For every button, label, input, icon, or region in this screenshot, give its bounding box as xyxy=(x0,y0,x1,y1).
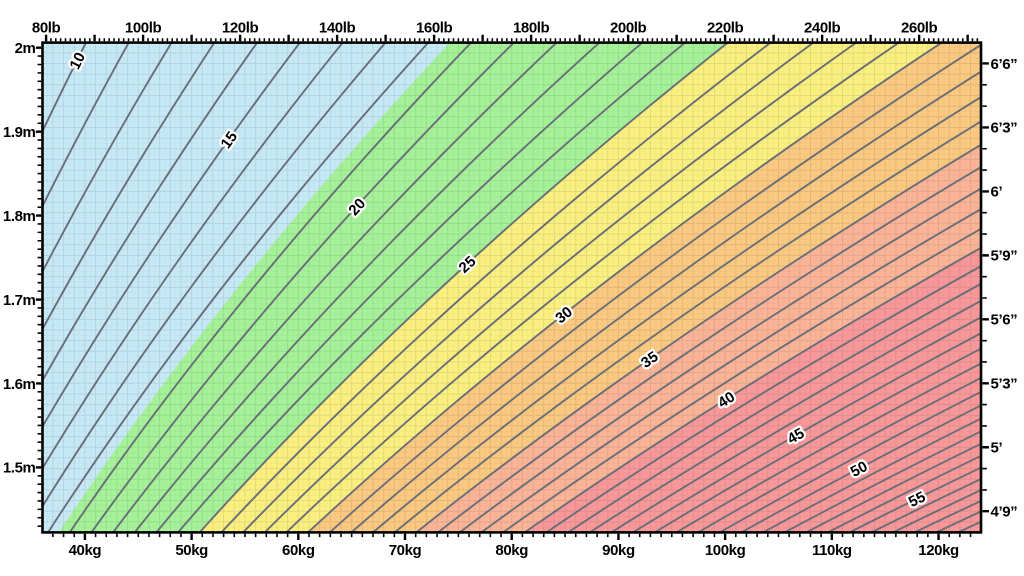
svg-text:55: 55 xyxy=(906,488,928,511)
svg-text:15: 15 xyxy=(218,129,242,152)
svg-text:5’3”: 5’3” xyxy=(991,376,1018,393)
svg-text:45: 45 xyxy=(784,425,807,448)
svg-text:80kg: 80kg xyxy=(495,542,528,559)
svg-text:4’9”: 4’9” xyxy=(991,504,1018,521)
svg-text:10: 10 xyxy=(66,50,89,73)
svg-text:1.5m: 1.5m xyxy=(3,460,36,477)
svg-text:1.6m: 1.6m xyxy=(3,376,36,393)
svg-text:160lb: 160lb xyxy=(416,20,453,37)
svg-text:50: 50 xyxy=(848,458,871,481)
svg-text:5’9”: 5’9” xyxy=(991,248,1018,265)
svg-text:50kg: 50kg xyxy=(175,542,208,559)
svg-text:100lb: 100lb xyxy=(125,20,162,37)
svg-text:5’: 5’ xyxy=(991,440,1003,457)
svg-text:6’: 6’ xyxy=(991,184,1003,201)
svg-text:200lb: 200lb xyxy=(610,20,647,37)
svg-text:30: 30 xyxy=(552,303,576,327)
svg-text:100kg: 100kg xyxy=(705,542,746,559)
svg-text:2m: 2m xyxy=(15,40,36,57)
svg-text:240lb: 240lb xyxy=(804,20,841,37)
svg-text:90kg: 90kg xyxy=(602,542,635,559)
svg-text:1.8m: 1.8m xyxy=(3,208,36,225)
svg-text:6’6”: 6’6” xyxy=(991,56,1018,73)
svg-text:60kg: 60kg xyxy=(282,542,315,559)
svg-text:140lb: 140lb xyxy=(319,20,356,37)
svg-text:120lb: 120lb xyxy=(222,20,259,37)
svg-text:1.7m: 1.7m xyxy=(3,292,36,309)
svg-text:40kg: 40kg xyxy=(69,542,102,559)
svg-text:120kg: 120kg xyxy=(918,542,959,559)
svg-text:110kg: 110kg xyxy=(812,542,852,559)
svg-text:70kg: 70kg xyxy=(389,542,422,559)
svg-text:180lb: 180lb xyxy=(513,20,550,37)
svg-text:35: 35 xyxy=(638,348,661,371)
svg-text:260lb: 260lb xyxy=(901,20,938,37)
svg-text:5’6”: 5’6” xyxy=(991,312,1018,329)
svg-text:80lb: 80lb xyxy=(32,20,61,37)
svg-text:40: 40 xyxy=(715,388,738,411)
svg-text:220lb: 220lb xyxy=(707,20,744,37)
svg-text:6’3”: 6’3” xyxy=(991,120,1018,137)
svg-text:1.9m: 1.9m xyxy=(3,124,36,141)
